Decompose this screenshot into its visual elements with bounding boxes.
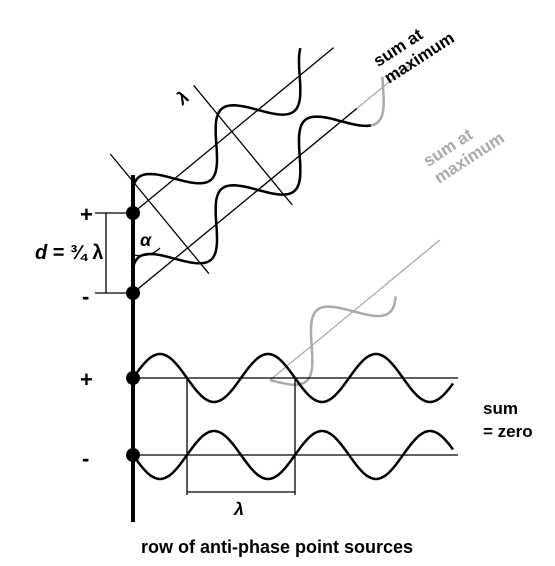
wave [131,47,302,214]
sign: + [80,367,93,392]
distance-text: = ¾ λ [47,242,103,264]
wave [269,296,397,386]
sign: + [80,202,93,227]
caption: row of anti-phase point sources [141,537,413,557]
distance-label: d = ¾ λ [35,242,103,264]
wavelength-label: λ [233,499,244,519]
sources [126,206,140,462]
ray [132,47,335,214]
angle-label: α [140,230,152,250]
sign: - [82,446,89,471]
wave [238,76,385,196]
wavelength-mark [193,84,293,206]
wavelength-label: λ [172,87,193,109]
distance-bracket [95,212,133,294]
wavelength-marks [186,378,296,495]
wavelength-mark [109,153,210,274]
sign: - [82,284,89,309]
ray [132,108,358,294]
wave [131,115,371,294]
zero-label: = zero [483,422,533,441]
wave [131,429,455,481]
angle-arc [132,247,161,257]
ray [269,239,441,381]
distance-symbol: d [35,242,48,264]
zero-label: sum [483,399,518,418]
wave [131,352,455,404]
